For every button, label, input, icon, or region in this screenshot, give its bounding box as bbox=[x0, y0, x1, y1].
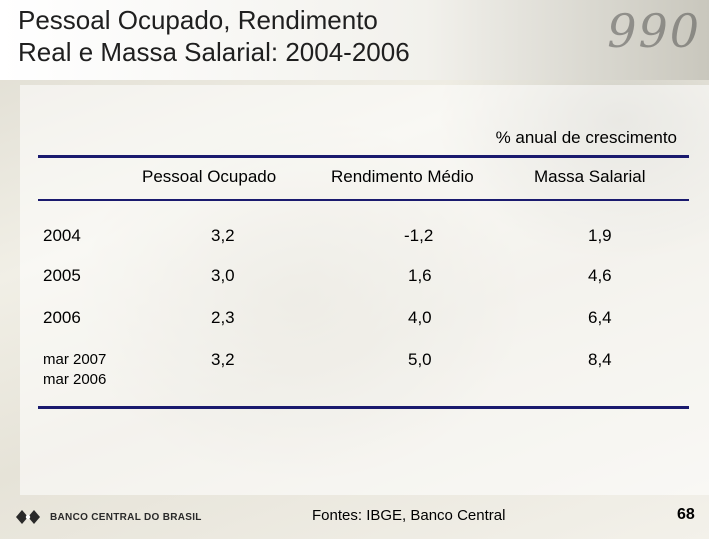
cell-2004-massa-salarial: 1,9 bbox=[588, 226, 612, 245]
bank-logo: BANCO CENTRAL DO BRASIL bbox=[14, 506, 202, 528]
table-subtitle: % anual de crescimento bbox=[495, 128, 677, 147]
background-digits: 990 bbox=[607, 4, 701, 58]
column-header-pessoal-ocupado: Pessoal Ocupado bbox=[142, 167, 277, 186]
cell-2004-pessoal-ocupado: 3,2 bbox=[211, 226, 235, 245]
row-label-2004: 2004 bbox=[43, 226, 81, 245]
table-bottom-rule bbox=[38, 406, 689, 409]
cell-2005-pessoal-ocupado: 3,0 bbox=[211, 266, 235, 285]
table-header-rule bbox=[38, 199, 689, 201]
column-header-massa-salarial: Massa Salarial bbox=[534, 167, 646, 186]
cell-2006-rendimento-medio: 4,0 bbox=[408, 308, 432, 327]
row-label-2006: 2006 bbox=[43, 308, 81, 327]
row-label-2005: 2005 bbox=[43, 266, 81, 285]
row-label-mar: mar 2007 mar 2006 bbox=[43, 350, 106, 390]
title-band: 990 bbox=[0, 0, 709, 80]
content-panel bbox=[20, 85, 709, 495]
bank-logo-icon bbox=[16, 510, 40, 524]
slide-title: Pessoal Ocupado, Rendimento Real e Massa… bbox=[18, 4, 410, 68]
table-top-rule bbox=[38, 155, 689, 158]
row-label-mar-2006: mar 2006 bbox=[43, 371, 107, 388]
cell-2005-rendimento-medio: 1,6 bbox=[408, 266, 432, 285]
cell-2006-massa-salarial: 6,4 bbox=[588, 308, 612, 327]
bank-logo-text: BANCO CENTRAL DO BRASIL bbox=[50, 511, 202, 523]
cell-2006-pessoal-ocupado: 2,3 bbox=[211, 308, 235, 327]
cell-mar-pessoal-ocupado: 3,2 bbox=[211, 350, 235, 369]
row-label-mar-2007: mar 2007 bbox=[43, 351, 107, 368]
cell-mar-massa-salarial: 8,4 bbox=[588, 350, 612, 369]
page-number: 68 bbox=[677, 506, 695, 523]
title-line-1: Pessoal Ocupado, Rendimento bbox=[18, 5, 378, 35]
cell-2005-massa-salarial: 4,6 bbox=[588, 266, 612, 285]
cell-2004-rendimento-medio: -1,2 bbox=[404, 226, 434, 245]
column-header-rendimento-medio: Rendimento Médio bbox=[331, 167, 474, 186]
cell-mar-rendimento-medio: 5,0 bbox=[408, 350, 432, 369]
title-line-2: Real e Massa Salarial: 2004-2006 bbox=[18, 37, 410, 67]
source-note: Fontes: IBGE, Banco Central bbox=[312, 507, 506, 524]
